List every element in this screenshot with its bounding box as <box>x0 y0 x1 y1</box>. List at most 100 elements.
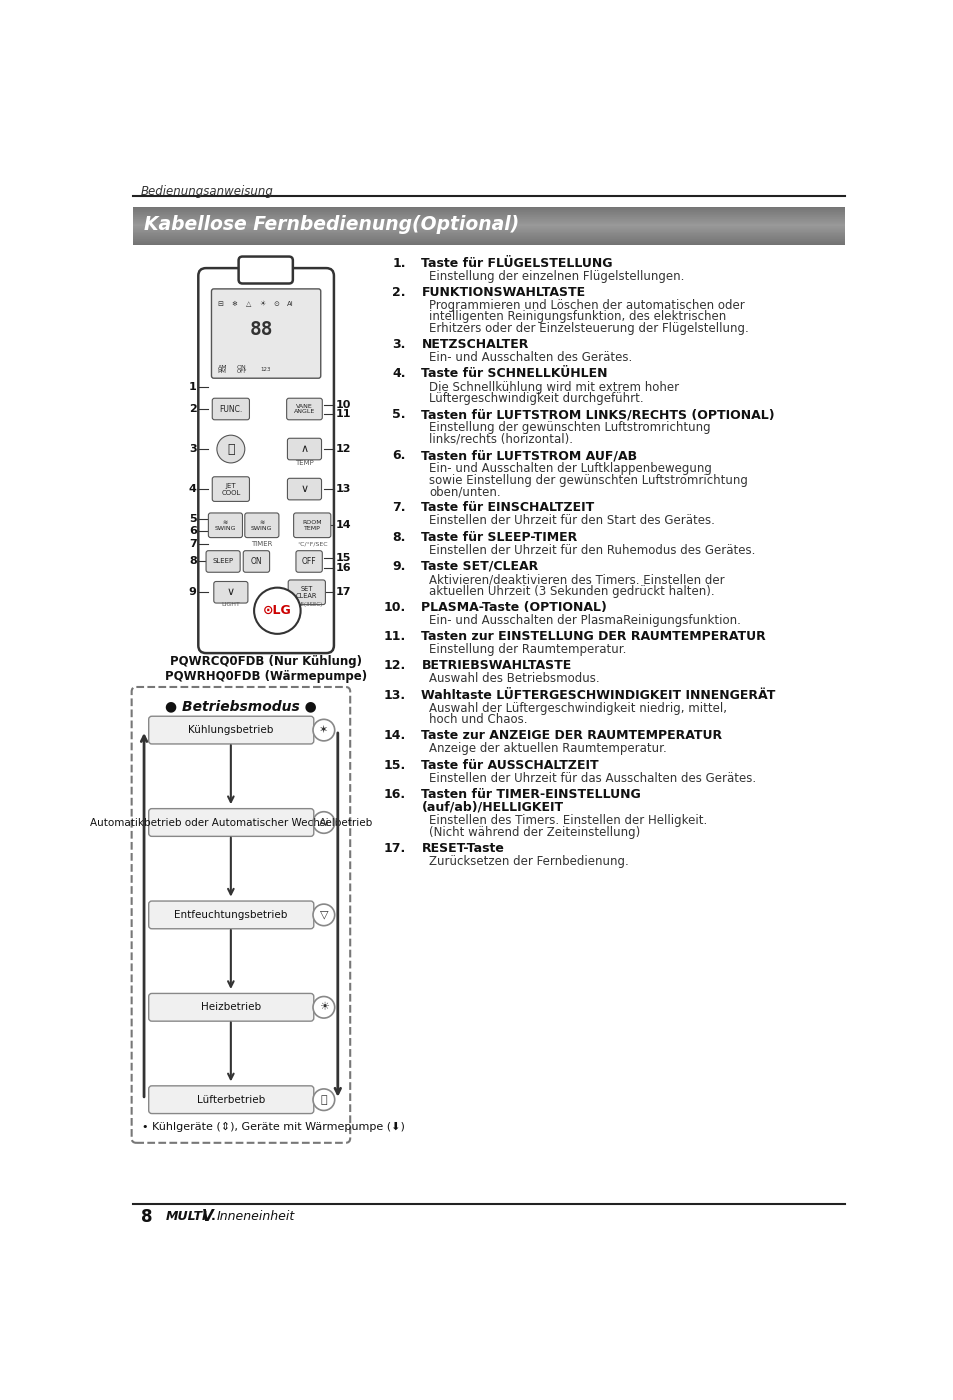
Circle shape <box>216 435 245 463</box>
Text: Bedienungsanweisung: Bedienungsanweisung <box>141 185 274 197</box>
Text: 11: 11 <box>335 409 351 420</box>
FancyBboxPatch shape <box>149 1086 314 1113</box>
Text: 10.: 10. <box>383 601 406 613</box>
Text: Einstellen der Uhrzeit für den Start des Gerätes.: Einstellen der Uhrzeit für den Start des… <box>429 515 715 528</box>
Text: VANE
ANGLE: VANE ANGLE <box>294 403 314 414</box>
Circle shape <box>313 1089 335 1110</box>
Text: 16.: 16. <box>383 788 406 801</box>
Text: 8.: 8. <box>393 531 406 543</box>
Text: ON: ON <box>236 365 247 370</box>
Text: OFF: OFF <box>301 557 316 566</box>
Text: SET
CLEAR: SET CLEAR <box>295 585 317 599</box>
Text: (Nicht während der Zeiteinstellung): (Nicht während der Zeiteinstellung) <box>429 826 639 839</box>
Text: Taste für FLÜGELSTELLUNG: Taste für FLÜGELSTELLUNG <box>421 256 613 270</box>
Text: ⏻: ⏻ <box>227 442 234 455</box>
Text: Wahltaste LÜFTERGESCHWINDIGKEIT INNENGERÄT: Wahltaste LÜFTERGESCHWINDIGKEIT INNENGER… <box>421 689 775 701</box>
Text: JET
COOL: JET COOL <box>221 483 240 496</box>
Text: TEMP: TEMP <box>294 461 314 466</box>
Text: ≋
SWING: ≋ SWING <box>214 519 236 531</box>
Text: hoch und Chaos.: hoch und Chaos. <box>429 713 527 727</box>
Text: RESET-Taste: RESET-Taste <box>421 841 504 855</box>
Text: Inneneinheit: Inneneinheit <box>216 1210 294 1224</box>
FancyBboxPatch shape <box>213 581 248 603</box>
Text: ∨: ∨ <box>227 587 234 598</box>
Text: 5: 5 <box>189 514 196 524</box>
Text: ❄: ❄ <box>232 301 237 307</box>
Text: 6: 6 <box>189 526 196 536</box>
Text: PQWRHQ0FDB (Wärmepumpe): PQWRHQ0FDB (Wärmepumpe) <box>165 671 366 683</box>
Text: SLEEP: SLEEP <box>213 559 233 564</box>
Text: ✶: ✶ <box>319 725 328 735</box>
Text: 3.: 3. <box>393 339 406 351</box>
Text: Taste für SLEEP-TIMER: Taste für SLEEP-TIMER <box>421 531 578 543</box>
Text: Entfeuchtungsbetrieb: Entfeuchtungsbetrieb <box>174 910 287 920</box>
FancyBboxPatch shape <box>286 398 322 420</box>
Text: ☀: ☀ <box>259 301 266 307</box>
Text: Automatikbetrieb oder Automatischer Wechselbetrieb: Automatikbetrieb oder Automatischer Wech… <box>90 818 372 827</box>
FancyBboxPatch shape <box>208 512 242 538</box>
Text: 8: 8 <box>141 1208 152 1226</box>
Text: .: . <box>211 1210 215 1224</box>
FancyBboxPatch shape <box>149 902 314 928</box>
Text: NETZSCHALTER: NETZSCHALTER <box>421 339 528 351</box>
Text: 13: 13 <box>335 484 351 494</box>
Text: 7: 7 <box>189 539 196 549</box>
Text: LIGHT: LIGHT <box>221 602 240 608</box>
Text: Ai: Ai <box>287 301 294 307</box>
Text: Anzeige der aktuellen Raumtemperatur.: Anzeige der aktuellen Raumtemperatur. <box>429 742 666 756</box>
FancyBboxPatch shape <box>206 550 240 573</box>
Text: ⦿: ⦿ <box>320 1095 327 1105</box>
Text: AM: AM <box>217 365 227 370</box>
Text: 9: 9 <box>189 587 196 598</box>
Text: Einstellung der einzelnen Flügelstellungen.: Einstellung der einzelnen Flügelstellung… <box>429 270 684 283</box>
Text: 17.: 17. <box>383 841 406 855</box>
Text: MULTI: MULTI <box>166 1210 207 1224</box>
Text: Lüfterbetrieb: Lüfterbetrieb <box>196 1095 265 1105</box>
FancyBboxPatch shape <box>149 717 314 743</box>
Text: °C/°F/SEC: °C/°F/SEC <box>296 542 327 546</box>
Text: 17: 17 <box>335 587 351 598</box>
Text: 7.: 7. <box>392 501 406 514</box>
Text: 15: 15 <box>335 553 351 563</box>
FancyBboxPatch shape <box>212 288 320 378</box>
FancyBboxPatch shape <box>294 512 331 538</box>
Text: FUNKTIONSWAHLTASTE: FUNKTIONSWAHLTASTE <box>421 286 585 298</box>
FancyBboxPatch shape <box>287 438 321 459</box>
Text: links/rechts (horizontal).: links/rechts (horizontal). <box>429 433 573 445</box>
Text: PM: PM <box>217 368 227 374</box>
Text: Ai: Ai <box>318 818 329 827</box>
Text: △: △ <box>245 301 251 307</box>
Text: 2.: 2. <box>392 286 406 298</box>
FancyBboxPatch shape <box>288 580 325 605</box>
Text: 2: 2 <box>189 405 196 414</box>
Text: ☀: ☀ <box>318 1002 329 1012</box>
Text: 1.: 1. <box>392 256 406 270</box>
Circle shape <box>313 720 335 741</box>
Text: intelligenten Reinigungsfunktion, des elektrischen: intelligenten Reinigungsfunktion, des el… <box>429 311 726 323</box>
Circle shape <box>313 997 335 1018</box>
Text: Taste für EINSCHALTZEIT: Taste für EINSCHALTZEIT <box>421 501 594 514</box>
Text: Taste für AUSSCHALTZEIT: Taste für AUSSCHALTZEIT <box>421 759 598 771</box>
Text: ⊙LG: ⊙LG <box>263 605 292 617</box>
Text: (auf/ab)/HELLIGKEIT: (auf/ab)/HELLIGKEIT <box>421 801 563 813</box>
Text: TIMER: TIMER <box>251 540 273 547</box>
Text: Programmieren und Löschen der automatischen oder: Programmieren und Löschen der automatisc… <box>429 300 744 312</box>
Text: ∨: ∨ <box>300 484 308 494</box>
Text: 14.: 14. <box>383 729 406 742</box>
Text: Taste für SCHNELLKÜHLEN: Taste für SCHNELLKÜHLEN <box>421 367 607 381</box>
Text: oben/unten.: oben/unten. <box>429 486 500 498</box>
Text: 10: 10 <box>335 400 351 410</box>
Text: ROOM
TEMP: ROOM TEMP <box>302 519 322 531</box>
Text: Einstellung der gewünschten Luftstromrichtung: Einstellung der gewünschten Luftstromric… <box>429 421 710 434</box>
Text: 6.: 6. <box>393 449 406 462</box>
Text: 88: 88 <box>250 321 274 339</box>
Text: 16: 16 <box>335 563 351 573</box>
Text: 12.: 12. <box>383 659 406 672</box>
Text: V: V <box>202 1210 213 1224</box>
Text: ∧: ∧ <box>300 444 308 454</box>
Text: Kabellose Fernbedienung(Optional): Kabellose Fernbedienung(Optional) <box>144 216 518 234</box>
FancyBboxPatch shape <box>295 550 322 573</box>
Text: 11.: 11. <box>383 630 406 643</box>
Text: FUNC.: FUNC. <box>219 405 242 413</box>
Text: 9.: 9. <box>393 560 406 573</box>
